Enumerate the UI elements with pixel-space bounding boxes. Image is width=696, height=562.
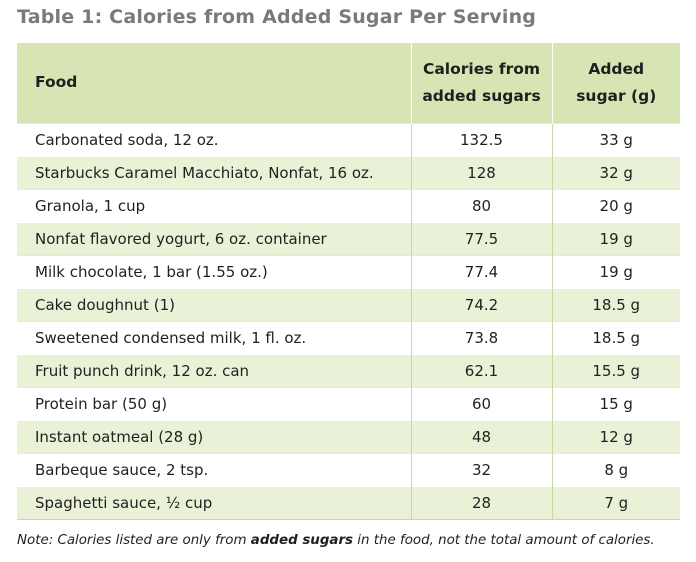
sugar-cell: 15.5 g xyxy=(551,353,680,387)
calories-cell: 74.2 xyxy=(410,287,552,321)
table-note: Note: Calories listed are only from adde… xyxy=(17,533,655,548)
table-row: Carbonated soda, 12 oz. 132.5 33 g xyxy=(17,122,680,156)
note-suffix: in the food, not the total amount of cal… xyxy=(353,533,655,548)
calories-cell: 48 xyxy=(410,419,552,453)
header-calories-line2: added sugars xyxy=(422,86,541,105)
note-prefix: Note: Calories listed are only from xyxy=(17,533,251,548)
food-cell: Granola, 1 cup xyxy=(17,188,411,222)
table-row: Instant oatmeal (28 g) 48 12 g xyxy=(17,419,680,453)
table-row: Fruit punch drink, 12 oz. can 62.1 15.5 … xyxy=(17,353,680,387)
calories-cell: 62.1 xyxy=(410,353,552,387)
sugar-cell: 8 g xyxy=(551,452,680,486)
food-cell: Cake doughnut (1) xyxy=(17,287,411,321)
table-row: Protein bar (50 g) 60 15 g xyxy=(17,386,680,420)
table-row: Spaghetti sauce, ½ cup 28 7 g xyxy=(17,485,680,520)
header-calories-line1: Calories from xyxy=(422,59,541,78)
table-row: Granola, 1 cup 80 20 g xyxy=(17,188,680,222)
table-row: Starbucks Caramel Macchiato, Nonfat, 16 … xyxy=(17,155,680,189)
calories-cell: 77.5 xyxy=(410,221,552,255)
calories-cell: 77.4 xyxy=(410,254,552,288)
table-header-row: Food Calories from added sugars Added su… xyxy=(17,43,680,123)
calories-table: Food Calories from added sugars Added su… xyxy=(17,43,680,520)
calories-cell: 32 xyxy=(410,452,552,486)
food-cell: Spaghetti sauce, ½ cup xyxy=(17,485,411,520)
sugar-cell: 18.5 g xyxy=(551,287,680,321)
note-emphasis: added sugars xyxy=(250,533,354,548)
sugar-cell: 7 g xyxy=(551,485,680,520)
calories-cell: 60 xyxy=(410,386,552,420)
sugar-cell: 15 g xyxy=(551,386,680,420)
food-cell: Starbucks Caramel Macchiato, Nonfat, 16 … xyxy=(17,155,411,189)
calories-cell: 132.5 xyxy=(410,122,552,156)
food-cell: Milk chocolate, 1 bar (1.55 oz.) xyxy=(17,254,411,288)
food-cell: Carbonated soda, 12 oz. xyxy=(17,122,411,156)
sugar-cell: 12 g xyxy=(551,419,680,453)
sugar-cell: 33 g xyxy=(551,122,680,156)
header-sugar-line2: sugar (g) xyxy=(576,86,657,105)
table-title: Table 1: Calories from Added Sugar Per S… xyxy=(17,6,537,28)
sugar-cell: 19 g xyxy=(551,254,680,288)
sugar-cell: 19 g xyxy=(551,221,680,255)
sugar-cell: 18.5 g xyxy=(551,320,680,354)
table-row: Barbeque sauce, 2 tsp. 32 8 g xyxy=(17,452,680,486)
table-row: Sweetened condensed milk, 1 fl. oz. 73.8… xyxy=(17,320,680,354)
calories-cell: 80 xyxy=(410,188,552,222)
table-row: Nonfat flavored yogurt, 6 oz. container … xyxy=(17,221,680,255)
header-sugar-line1: Added xyxy=(588,59,645,78)
sugar-cell: 32 g xyxy=(551,155,680,189)
sugar-cell: 20 g xyxy=(551,188,680,222)
header-calories: Calories from added sugars xyxy=(410,43,552,123)
food-cell: Sweetened condensed milk, 1 fl. oz. xyxy=(17,320,411,354)
table-row: Milk chocolate, 1 bar (1.55 oz.) 77.4 19… xyxy=(17,254,680,288)
food-cell: Protein bar (50 g) xyxy=(17,386,411,420)
calories-cell: 28 xyxy=(410,485,552,520)
calories-cell: 128 xyxy=(410,155,552,189)
food-cell: Nonfat flavored yogurt, 6 oz. container xyxy=(17,221,411,255)
table-row: Cake doughnut (1) 74.2 18.5 g xyxy=(17,287,680,321)
food-cell: Fruit punch drink, 12 oz. can xyxy=(17,353,411,387)
header-sugar: Added sugar (g) xyxy=(551,43,680,123)
food-cell: Instant oatmeal (28 g) xyxy=(17,419,411,453)
calories-cell: 73.8 xyxy=(410,320,552,354)
food-cell: Barbeque sauce, 2 tsp. xyxy=(17,452,411,486)
header-food: Food xyxy=(35,73,78,92)
